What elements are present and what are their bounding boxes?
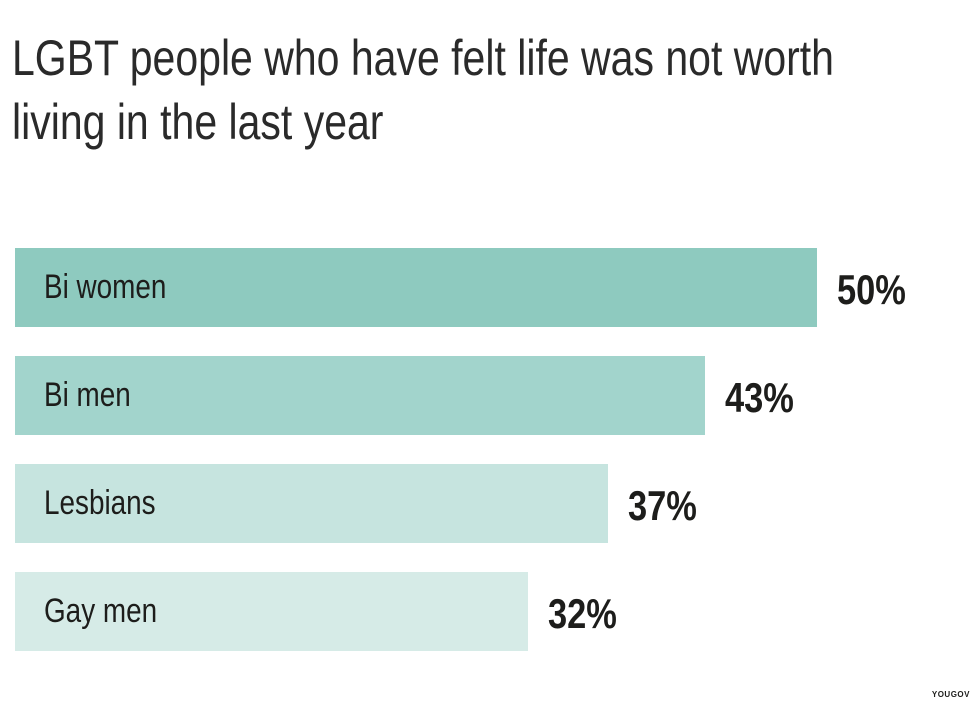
category-label: Gay men [44, 592, 158, 630]
category-label: Lesbians [44, 484, 156, 522]
bar-bi-men [15, 356, 705, 435]
value-label: 37% [628, 482, 698, 529]
value-label: 43% [724, 374, 794, 421]
bar-lesbians [15, 464, 609, 543]
chart-title: LGBT people who have felt life was not w… [12, 30, 834, 150]
value-label: 32% [548, 590, 618, 637]
source-logo: YOUGOV [931, 690, 970, 699]
category-label: Bi women [44, 268, 167, 306]
bar-bi-women [15, 248, 817, 327]
category-label: Bi men [44, 376, 131, 414]
bar-gay-men [15, 572, 529, 651]
value-label: 50% [837, 266, 906, 313]
